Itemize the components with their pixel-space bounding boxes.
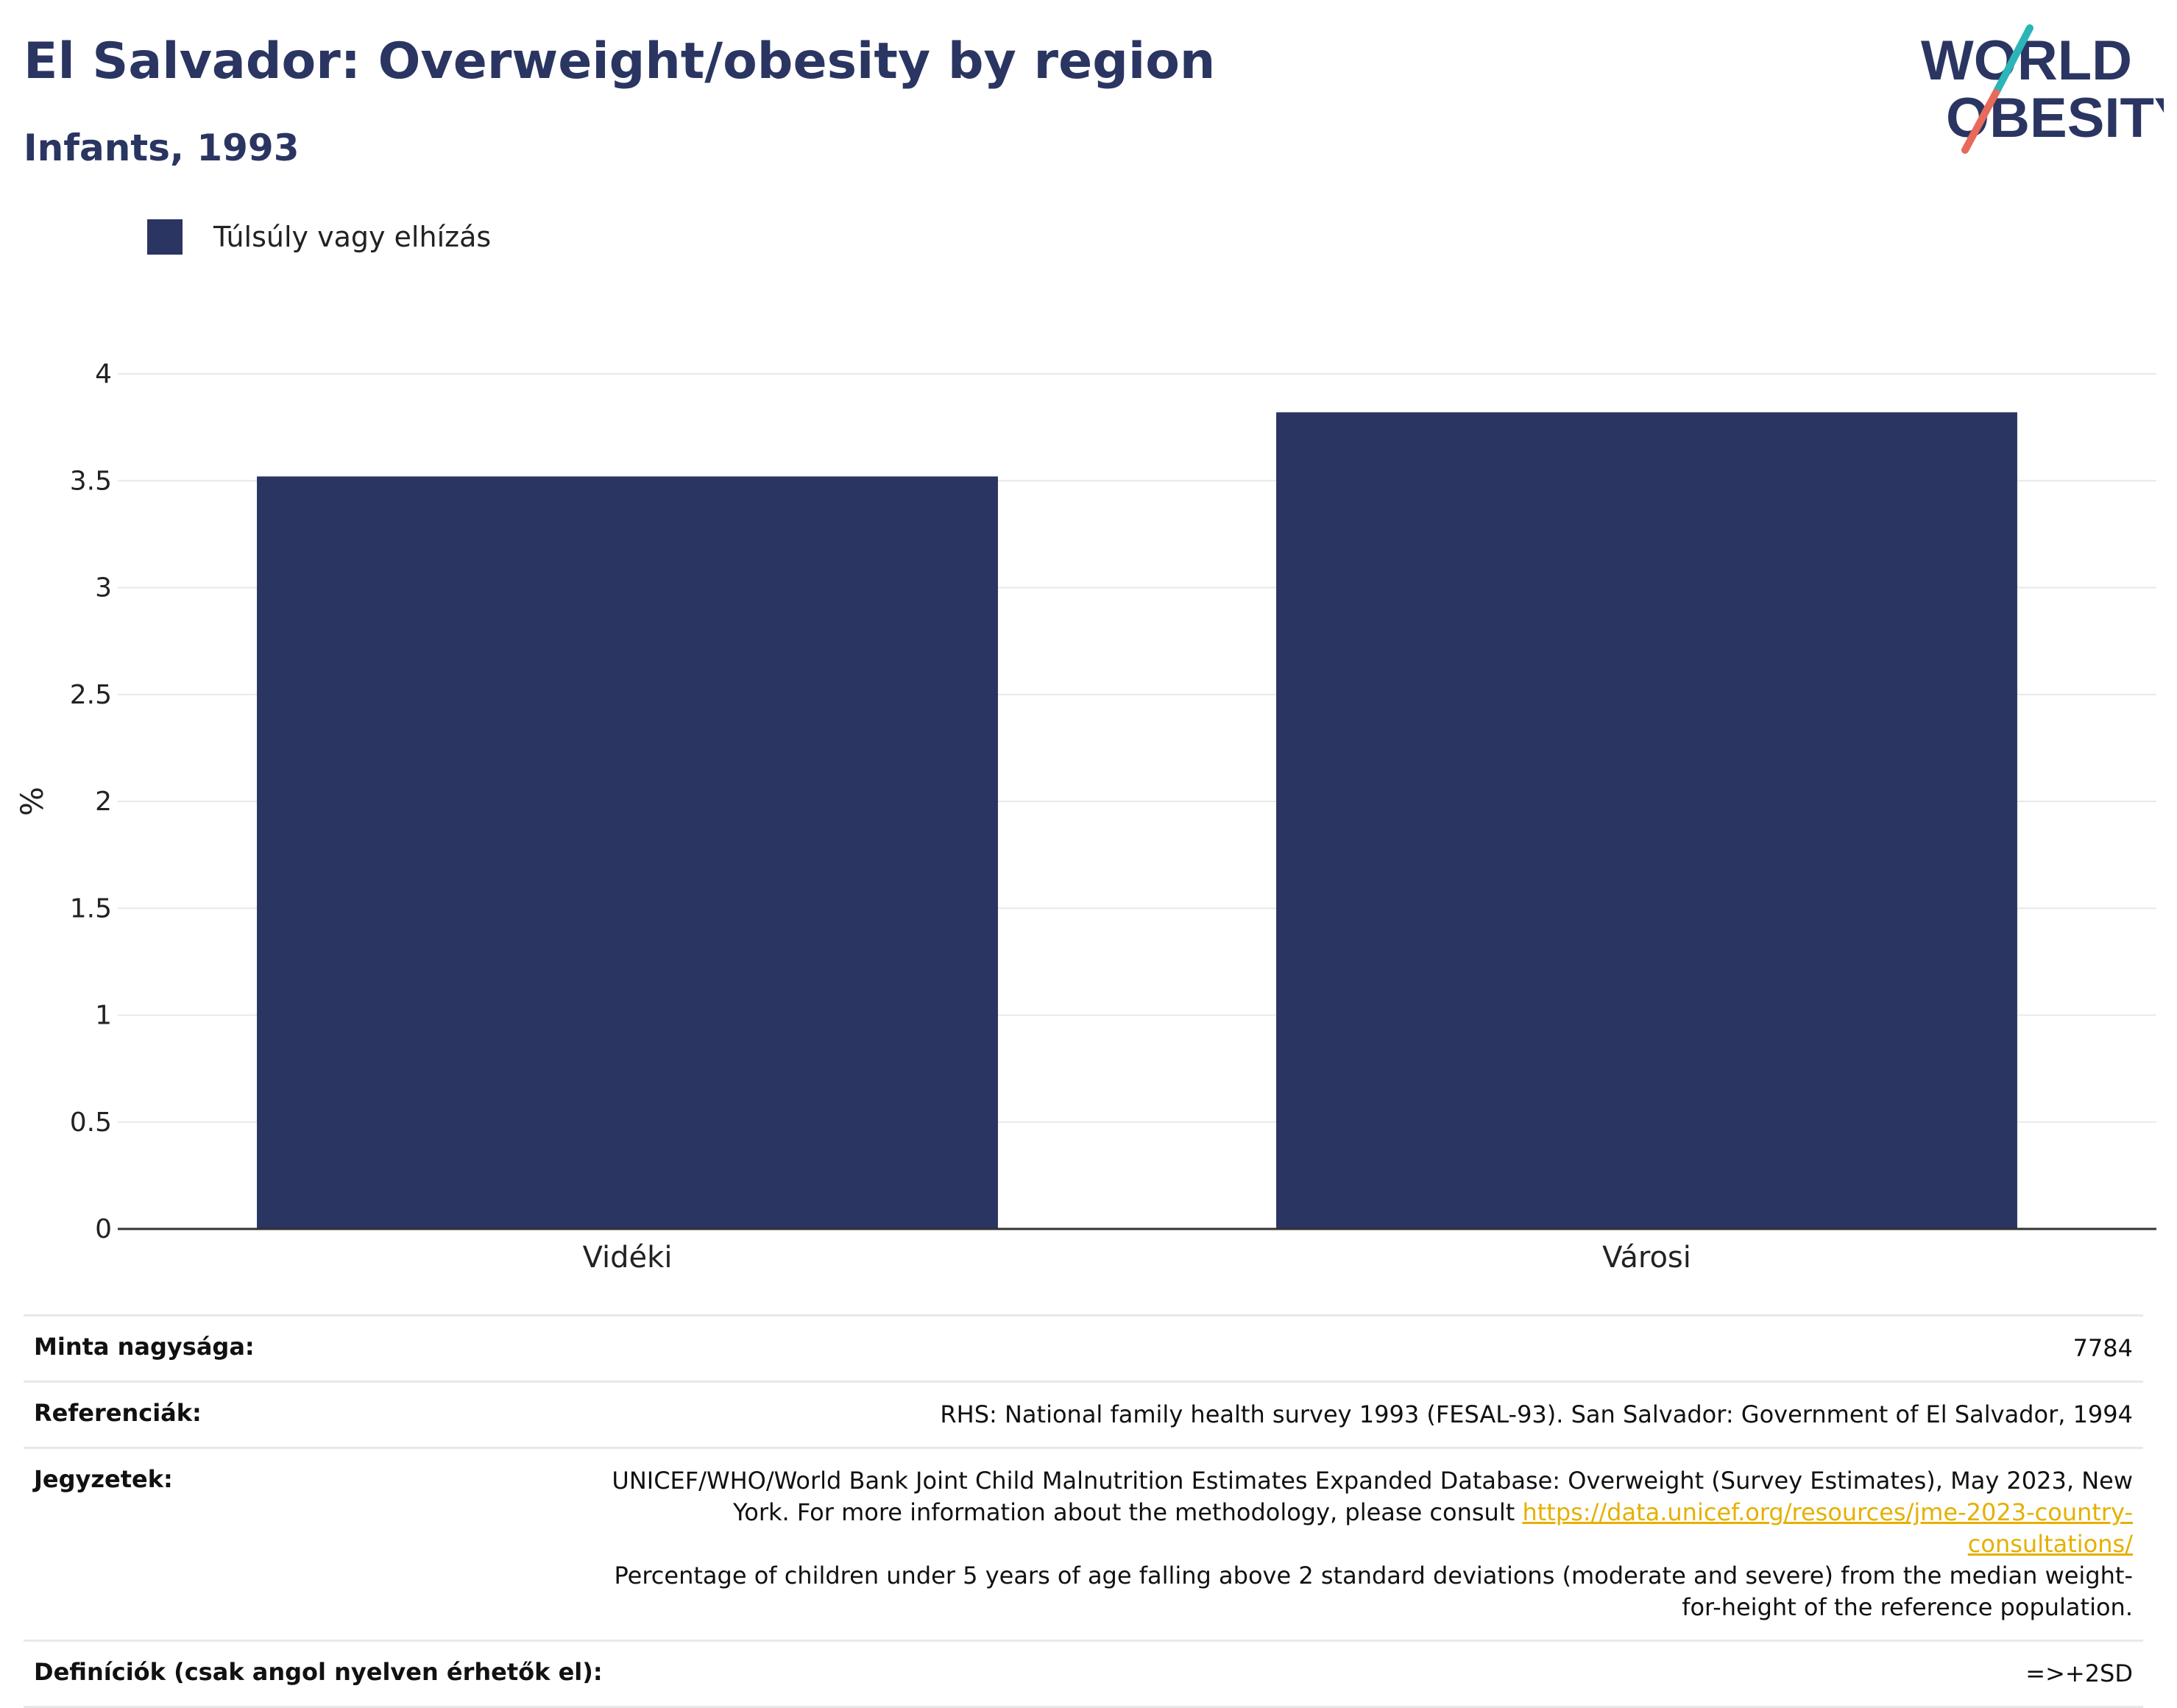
logo-slash-red [1961,89,2000,154]
info-row-notes: Jegyzetek: UNICEF/WHO/World Bank Joint C… [24,1447,2143,1640]
legend-swatch [147,219,183,255]
notes-text-2: Percentage of children under 5 years of … [614,1562,2134,1621]
y-tick-label: 4 [95,359,112,389]
x-category-labels: Vidéki Városi [583,1241,1691,1275]
methodology-link[interactable]: https://data.unicef.org/resources/jme-20… [1522,1498,2133,1558]
y-tick-labels: 0 0.5 1 1.5 2 2.5 3 3.5 4 [70,359,112,1244]
logo-slash-teal [1992,24,2033,96]
bar-urban[interactable] [1276,412,2017,1229]
x-category-label: Vidéki [583,1241,673,1275]
y-tick-label: 1.5 [70,893,112,924]
y-tick-label: 2 [95,787,112,817]
world-obesity-logo: WORLD OBESITY [1921,24,2164,154]
chart-subtitle: Infants, 1993 [24,127,300,169]
y-tick-label: 1 [95,1001,112,1031]
y-tick-label: 3 [95,573,112,603]
x-category-label: Városi [1602,1241,1691,1275]
references-value: RHS: National family health survey 1993 … [940,1400,2133,1428]
chart-title: El Salvador: Overweight/obesity by regio… [24,32,1216,91]
info-row-sample: Minta nagysága: 7784 [24,1314,2143,1381]
sample-size-label: Minta nagysága: [34,1333,255,1361]
sample-size-value: 7784 [2072,1334,2133,1362]
definitions-label: Definíciók (csak angol nyelven érhetők e… [34,1658,603,1686]
y-tick-label: 0.5 [70,1108,112,1138]
legend[interactable]: Túlsúly vagy elhízás [147,219,491,255]
bar-chart: 0 0.5 1 1.5 2 2.5 3 3.5 4 Vidéki Városi % [14,359,2156,1275]
info-row-references: Referenciák: RHS: National family health… [24,1381,2143,1447]
notes-text-1: UNICEF/WHO/World Bank Joint Child Malnut… [612,1467,2133,1526]
bar-rural[interactable] [257,476,998,1229]
definitions-value: =>+2SD [2025,1659,2133,1687]
bars [257,412,2017,1229]
legend-label: Túlsúly vagy elhízás [213,221,492,253]
y-tick-label: 0 [95,1214,112,1244]
y-tick-label: 3.5 [70,466,112,496]
y-axis-title: % [14,787,50,816]
y-tick-label: 2.5 [70,680,112,710]
notes-value: UNICEF/WHO/World Bank Joint Child Malnut… [602,1465,2133,1623]
info-row-definitions: Definíciók (csak angol nyelven érhetők e… [24,1640,2143,1708]
references-label: Referenciák: [34,1399,202,1427]
notes-label: Jegyzetek: [34,1465,173,1493]
info-table: Minta nagysága: 7784 Referenciák: RHS: N… [24,1314,2143,1708]
